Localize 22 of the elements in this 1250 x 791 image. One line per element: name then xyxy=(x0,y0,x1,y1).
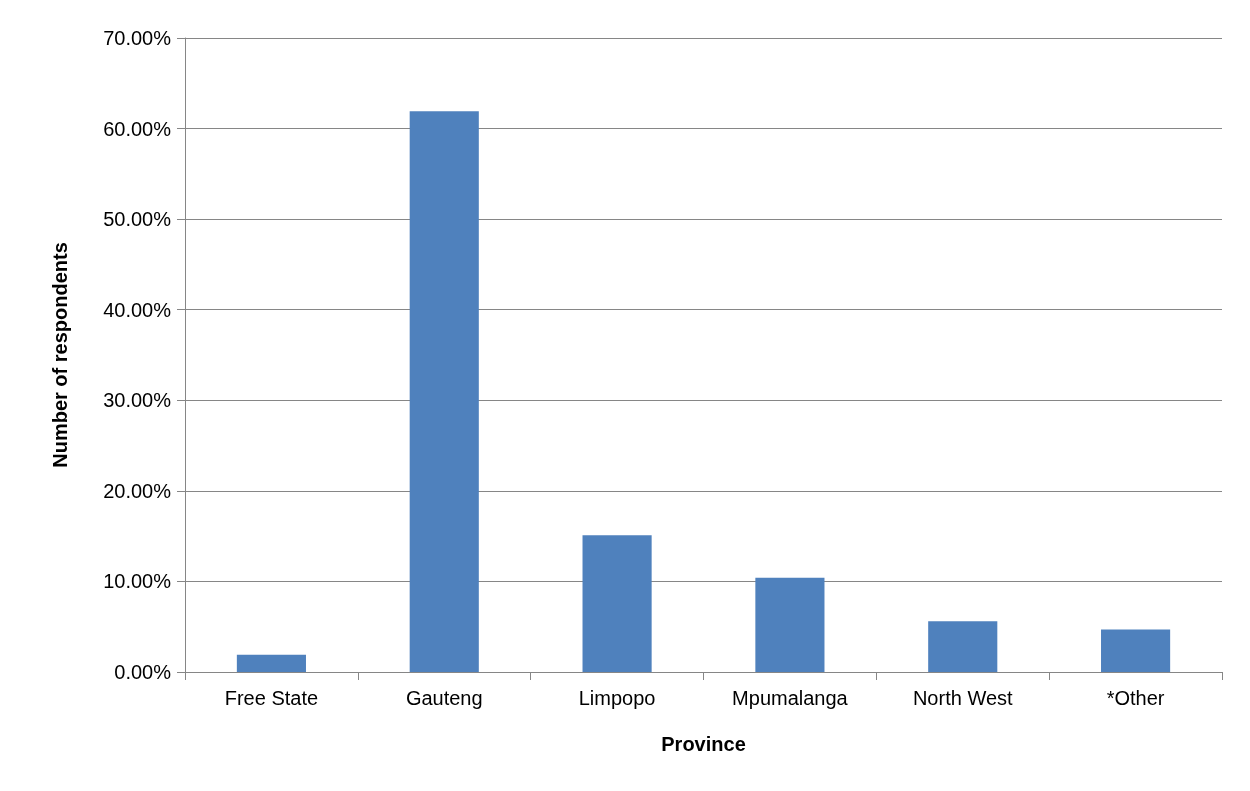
y-tick-label: 60.00% xyxy=(103,117,172,140)
y-tick-label: 70.00% xyxy=(103,27,172,49)
x-tick-label: Mpumalanga xyxy=(732,687,849,709)
x-tick-label: Limpopo xyxy=(578,687,656,709)
y-tick-label: 40.00% xyxy=(103,298,172,321)
y-tick-label: 50.00% xyxy=(103,208,172,231)
x-tick-label: Free State xyxy=(224,687,319,709)
bar xyxy=(409,111,479,672)
y-axis-title: Number of respondents xyxy=(49,242,71,468)
y-tick-label: 30.00% xyxy=(103,389,172,412)
y-tick-label: 0.00% xyxy=(114,661,172,683)
bar xyxy=(928,621,998,672)
x-axis-title: Province xyxy=(661,733,746,755)
y-tick-label: 20.00% xyxy=(103,479,172,502)
bar xyxy=(1101,629,1171,672)
bar xyxy=(582,535,652,672)
y-tick-label: 10.00% xyxy=(103,570,172,593)
x-tick-label: Gauteng xyxy=(405,687,483,709)
x-tick-label: North West xyxy=(912,687,1014,709)
x-tick-label: *Other xyxy=(1106,687,1165,709)
bar xyxy=(755,577,825,672)
bar xyxy=(236,654,306,672)
